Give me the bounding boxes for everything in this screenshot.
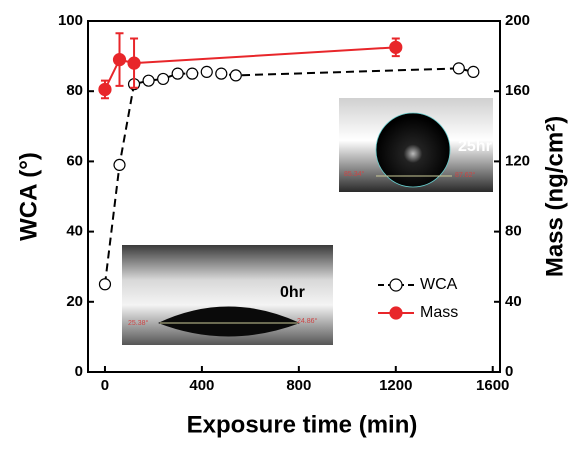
plot-frame: [87, 20, 501, 373]
x-tick-label: 800: [286, 377, 311, 394]
angle-label: 24.86°: [297, 317, 318, 325]
y-tick-label: 80: [66, 82, 83, 99]
data-point: [452, 62, 465, 75]
y-tick-label: 100: [58, 12, 83, 29]
y-axis-label: WCA (°): [15, 152, 42, 241]
y2-tick-label: 40: [505, 293, 522, 310]
angle-label: 25.38°: [128, 319, 149, 327]
x-tick-label: 1200: [379, 377, 412, 394]
data-point: [389, 40, 403, 54]
series-line: [104, 46, 396, 90]
y2-tick-label: 160: [505, 82, 530, 99]
legend-label: Mass: [420, 304, 458, 321]
x-tick-label: 400: [189, 377, 214, 394]
data-point: [113, 158, 126, 172]
y2-axis-label: Mass (ng/cm²): [541, 116, 568, 277]
data-point: [112, 53, 127, 67]
inset-25hr: [339, 98, 493, 192]
angle-label: 85.34°: [344, 170, 365, 178]
data-point: [171, 67, 184, 80]
data-point: [200, 65, 213, 78]
y-tick-label: 40: [66, 223, 83, 240]
data-point: [229, 69, 242, 82]
data-point: [467, 65, 480, 78]
y-tick-label: 20: [66, 293, 83, 310]
legend-marker: [389, 278, 403, 292]
y2-tick-label: 200: [505, 12, 530, 29]
y2-tick-label: 80: [505, 223, 522, 240]
x-tick-label: 0: [101, 377, 109, 394]
series-line: [103, 67, 474, 285]
inset-label: 25hr: [458, 138, 492, 155]
inset-0hr: [122, 245, 333, 345]
x-tick-label: 1600: [476, 377, 509, 394]
data-point: [186, 67, 199, 80]
data-point: [127, 56, 141, 70]
legend-marker: [389, 306, 403, 320]
y-tick-label: 0: [75, 363, 83, 380]
y-tick-label: 60: [66, 152, 83, 169]
angle-label: 87.62°: [455, 171, 476, 179]
inset-label: 0hr: [280, 284, 305, 301]
data-point: [98, 278, 112, 291]
legend-label: WCA: [420, 276, 458, 293]
data-point: [157, 72, 170, 86]
data-point: [142, 74, 155, 87]
data-point: [215, 67, 228, 80]
data-point: [98, 82, 112, 97]
x-axis-label: Exposure time (min): [187, 411, 418, 438]
y2-tick-label: 0: [505, 363, 513, 380]
y2-tick-label: 120: [505, 152, 530, 169]
